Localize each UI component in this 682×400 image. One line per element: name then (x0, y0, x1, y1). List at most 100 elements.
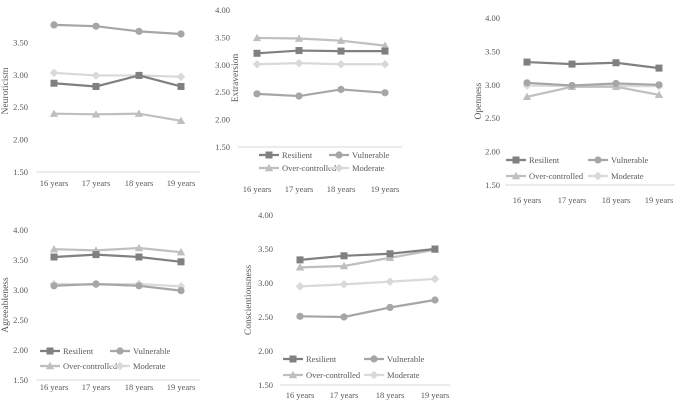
data-point-vulnerable (177, 30, 185, 38)
legend-label: Over-controlled (282, 163, 337, 173)
x-tick-label: 19 years (421, 390, 450, 400)
data-point-over-controlled (654, 90, 664, 99)
data-point-moderate (294, 58, 304, 68)
data-point-over-controlled (294, 34, 304, 42)
legend-marker-over-controlled (45, 361, 55, 370)
x-tick-label: 16 years (40, 178, 69, 188)
chart-extraversion: 1.50 2.00 2.50 3.00 3.50 4.00 Extraversion 16 y… (215, 5, 402, 194)
data-point-vulnerable (655, 81, 663, 89)
legend-label: Moderate (387, 370, 420, 380)
legend-marker-moderate (115, 361, 125, 371)
data-point-resilient (92, 251, 100, 259)
data-point-vulnerable (92, 280, 100, 288)
y-axis-label: Neuroticism (1, 67, 11, 115)
data-point-resilient (568, 60, 576, 68)
legend-marker-resilient (289, 355, 297, 363)
data-point-resilient (135, 71, 143, 79)
series-line-resilient (53, 253, 182, 263)
y-tick-label: 1.50 (258, 380, 273, 390)
x-tick-label: 19 years (371, 184, 400, 194)
data-point-vulnerable (340, 313, 348, 321)
data-point-over-controlled (176, 248, 186, 256)
legend-marker-over-controlled (264, 163, 274, 172)
legend-label: Resilient (529, 155, 560, 165)
legend-label: Vulnerable (352, 150, 389, 160)
legend-marker-over-controlled (511, 171, 521, 180)
data-point-moderate (336, 59, 346, 69)
y-tick-label: 2.00 (485, 147, 500, 157)
data-point-vulnerable (568, 81, 576, 90)
data-point-vulnerable (386, 303, 394, 312)
series-line-moderate (256, 62, 385, 66)
y-tick-label: 2.00 (258, 346, 273, 356)
legend-label: Over-controlled (529, 171, 584, 181)
x-tick-label: 19 years (645, 195, 674, 205)
x-tick-label: 17 years (82, 382, 111, 392)
data-point-resilient (296, 256, 304, 264)
data-point-moderate (430, 274, 440, 284)
legend-marker-vulnerable (594, 156, 602, 164)
y-tick-label: 2.50 (13, 315, 28, 325)
y-tick-label: 1.50 (13, 375, 28, 385)
x-tick-label: 16 years (40, 382, 69, 392)
x-tick-label: 17 years (82, 178, 111, 188)
legend-label: Vulnerable (133, 346, 170, 356)
legend-marker-moderate (334, 163, 344, 173)
legend-marker-resilient (46, 347, 54, 355)
y-tick-label: 3.50 (13, 255, 28, 265)
data-point-over-controlled (134, 243, 144, 252)
x-tick-label: 18 years (376, 390, 405, 400)
x-tick-label: 16 years (243, 184, 272, 194)
y-tick-label: 2.50 (13, 102, 28, 112)
y-axis-label: Conscientiousness (244, 265, 254, 335)
series-line-vulnerable (53, 23, 182, 36)
data-point-moderate (339, 280, 349, 289)
data-point-resilient (386, 250, 394, 258)
legend-label: Vulnerable (387, 354, 424, 364)
data-point-resilient (135, 253, 143, 261)
chart-agreeableness: 1.50 2.00 2.50 3.00 3.50 4.00 Agreeableness 16 … (1, 225, 200, 392)
data-point-over-controlled (176, 116, 186, 125)
data-point-moderate (91, 71, 101, 80)
y-tick-label: 1.50 (13, 167, 28, 177)
data-point-resilient (655, 64, 663, 72)
chart-neuroticism: 1.50 2.00 2.50 3.00 3.50 Neuroticism 16 years 1… (1, 21, 200, 188)
x-tick-label: 16 years (286, 390, 315, 400)
series-line-vulnerable (53, 282, 182, 292)
data-point-resilient (50, 253, 58, 261)
legend-marker-resilient (265, 151, 273, 159)
y-tick-label: 2.00 (13, 135, 28, 145)
legend-label: Moderate (352, 163, 385, 173)
x-tick-label: 17 years (558, 195, 587, 205)
data-point-over-controlled (295, 263, 305, 271)
data-point-over-controlled (336, 36, 346, 44)
legend-label: Over-controlled (63, 361, 118, 371)
data-point-vulnerable (135, 27, 143, 35)
legend-marker-vulnerable (335, 151, 343, 159)
y-axis-label: Openness (474, 82, 484, 119)
legend-label: Moderate (133, 361, 166, 371)
x-tick-label: 18 years (125, 382, 154, 392)
data-point-resilient (340, 252, 348, 260)
series-line-over-controlled (526, 85, 660, 98)
data-point-moderate (176, 282, 186, 291)
data-point-vulnerable (381, 89, 389, 97)
y-tick-label: 4.00 (215, 5, 230, 15)
legend-label: Resilient (63, 346, 94, 356)
y-tick-label: 3.00 (485, 80, 500, 90)
data-point-resilient (253, 49, 261, 57)
data-point-vulnerable (296, 312, 304, 320)
series-line-resilient (256, 49, 385, 55)
data-point-moderate (252, 59, 262, 69)
data-point-vulnerable (431, 296, 439, 304)
legend-label: Resilient (282, 150, 313, 160)
data-point-resilient (50, 79, 58, 87)
data-point-vulnerable (50, 282, 58, 290)
series-line-over-controlled (256, 36, 386, 47)
series-line-vulnerable (526, 81, 660, 87)
chart-openness: 1.50 2.00 2.50 3.00 3.50 4.00 Openness 16 years… (474, 13, 675, 205)
data-point-over-controlled (134, 109, 144, 117)
data-point-resilient (431, 245, 439, 253)
series-line-over-controlled (53, 112, 182, 122)
y-tick-label: 3.50 (215, 32, 230, 42)
